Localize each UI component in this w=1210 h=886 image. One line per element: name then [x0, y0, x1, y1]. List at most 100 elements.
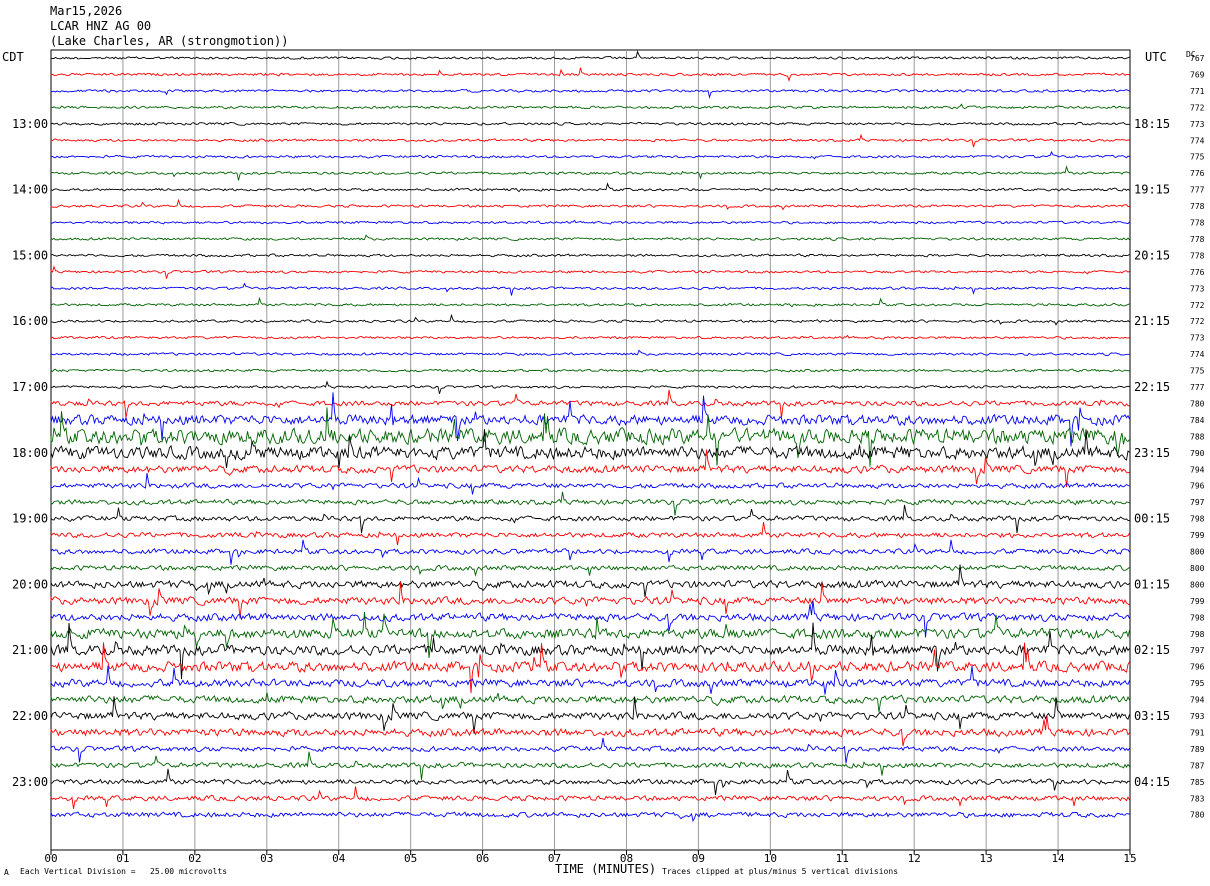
- dc-offset-label: 774: [1190, 350, 1205, 359]
- dc-offset-label: 772: [1190, 301, 1205, 310]
- dc-offset-label: 794: [1190, 465, 1205, 474]
- x-tick-label: 14: [1051, 852, 1065, 865]
- dc-offset-label: 796: [1190, 482, 1205, 491]
- left-timezone-label: CDT: [2, 50, 24, 64]
- trace-line: [50, 392, 1130, 447]
- x-tick-label: 10: [764, 852, 777, 865]
- x-tick-label: 04: [332, 852, 346, 865]
- plot-date: Mar15,2026: [50, 4, 123, 18]
- trace-line: [50, 234, 1130, 241]
- left-hour-label: 20:00: [12, 577, 48, 591]
- dc-offset-label: 772: [1190, 103, 1205, 112]
- trace-line: [50, 121, 1130, 126]
- trace-line: [50, 368, 1130, 373]
- clip-note: Traces clipped at plus/minus 5 vertical …: [662, 867, 899, 876]
- trace-line: [50, 539, 1130, 565]
- dc-offset-label: 798: [1190, 630, 1205, 639]
- trace-line: [50, 380, 1130, 394]
- right-hour-label: 20:15: [1134, 248, 1170, 262]
- left-hour-label: 16:00: [12, 314, 48, 328]
- trace-line: [50, 522, 1130, 546]
- scale-note: Each Vertical Division = 25.00 microvolt…: [20, 867, 228, 876]
- dc-offset-label: 775: [1190, 367, 1205, 376]
- dc-offset-label: 787: [1190, 761, 1205, 770]
- trace-line: [50, 581, 1130, 619]
- trace-line: [50, 504, 1130, 534]
- x-axis-title: TIME (MINUTES): [555, 862, 657, 876]
- left-hour-label: 17:00: [12, 380, 48, 394]
- dc-offset-label: 789: [1190, 745, 1205, 754]
- dc-offset-label: 795: [1190, 679, 1205, 688]
- trace-line: [50, 692, 1130, 713]
- trace-line: [50, 751, 1130, 780]
- dc-offset-label: 799: [1190, 531, 1205, 540]
- trace-line: [50, 103, 1130, 110]
- dc-offset-label: 772: [1190, 317, 1205, 326]
- x-tick-label: 15: [1123, 852, 1136, 865]
- right-hour-label: 04:15: [1134, 775, 1170, 789]
- dc-offset-label: 800: [1190, 564, 1205, 573]
- dc-offset-label: 778: [1190, 251, 1205, 260]
- dc-offset-label: 790: [1190, 449, 1205, 458]
- dc-offset-label: 780: [1190, 811, 1205, 820]
- plot-frame: [50, 49, 1131, 851]
- trace-line: [50, 715, 1130, 747]
- dc-offset-label: 776: [1190, 268, 1205, 277]
- plot-location: (Lake Charles, AR (strongmotion)): [50, 34, 289, 48]
- trace-line: [50, 642, 1130, 694]
- x-tick-label: 11: [836, 852, 849, 865]
- trace-line: [50, 389, 1130, 418]
- corner-mark: A: [4, 868, 9, 877]
- trace-line: [50, 449, 1130, 487]
- right-hour-label: 22:15: [1134, 380, 1170, 394]
- dc-offset-label: 796: [1190, 663, 1205, 672]
- x-tick-label: 09: [692, 852, 705, 865]
- trace-line: [50, 786, 1130, 809]
- trace-line: [50, 282, 1130, 296]
- trace-line: [50, 407, 1130, 467]
- trace-line: [50, 622, 1130, 680]
- trace-line: [50, 219, 1130, 225]
- trace-line: [50, 88, 1130, 100]
- left-hour-label: 14:00: [12, 183, 48, 197]
- left-hour-label: 13:00: [12, 117, 48, 131]
- right-hour-label: 19:15: [1134, 183, 1170, 197]
- x-tick-label: 13: [980, 852, 993, 865]
- x-tick-label: 05: [404, 852, 417, 865]
- left-hour-label: 19:00: [12, 512, 48, 526]
- right-hour-label: 03:15: [1134, 709, 1170, 723]
- right-hour-label: 02:15: [1134, 643, 1170, 657]
- dc-offset-label: 767: [1190, 54, 1205, 63]
- left-hour-label: 22:00: [12, 709, 48, 723]
- dc-offset-label: 778: [1190, 202, 1205, 211]
- trace-line: [50, 429, 1130, 469]
- trace-line: [50, 600, 1130, 638]
- x-tick-label: 03: [260, 852, 273, 865]
- dc-offset-label: 778: [1190, 219, 1205, 228]
- trace-line: [50, 165, 1130, 181]
- dc-offset-label: 773: [1190, 334, 1205, 343]
- dc-offset-label: 776: [1190, 169, 1205, 178]
- dc-offset-label: 771: [1190, 87, 1205, 96]
- dc-offset-label: 799: [1190, 597, 1205, 606]
- trace-line: [50, 768, 1130, 796]
- dc-offset-label: 797: [1190, 498, 1205, 507]
- trace-line: [50, 491, 1130, 516]
- dc-offset-label: 773: [1190, 120, 1205, 129]
- trace-line: [50, 611, 1130, 659]
- trace-line: [50, 150, 1130, 160]
- dc-offset-label: 773: [1190, 284, 1205, 293]
- dc-offset-label: 794: [1190, 696, 1205, 705]
- trace-line: [50, 296, 1130, 308]
- x-tick-label: 08: [620, 852, 633, 865]
- trace-line: [50, 473, 1130, 495]
- dc-offset-label: 800: [1190, 548, 1205, 557]
- dc-offset-label: 775: [1190, 153, 1205, 162]
- left-hour-label: 18:00: [12, 446, 48, 460]
- trace-line: [50, 182, 1130, 193]
- dc-offset-label: 784: [1190, 416, 1205, 425]
- dc-offset-label: 778: [1190, 235, 1205, 244]
- x-tick-label: 00: [44, 852, 57, 865]
- trace-line: [50, 334, 1130, 340]
- dc-offset-label: 791: [1190, 728, 1205, 737]
